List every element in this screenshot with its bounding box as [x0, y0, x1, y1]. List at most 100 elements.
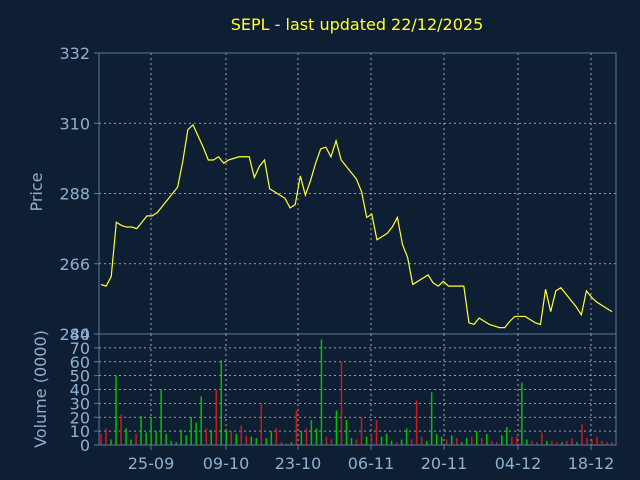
volume-bar	[470, 436, 473, 445]
volume-bar	[571, 438, 573, 445]
volume-bar	[205, 428, 207, 445]
volume-bar	[230, 431, 232, 446]
volume-y-tick-label: 50	[70, 367, 90, 386]
volume-bar	[415, 400, 418, 445]
volume-bar	[460, 442, 463, 445]
volume-y-tick-label: 80	[70, 325, 90, 344]
x-tick-label: 18-12	[568, 454, 615, 473]
volume-bar	[270, 431, 273, 446]
volume-bar	[506, 426, 508, 445]
volume-bar	[496, 442, 498, 445]
price-panel: 244 266 288 310 332 Price	[27, 44, 617, 344]
volume-bar	[350, 438, 353, 445]
volume-bar	[195, 422, 197, 445]
volume-bar	[275, 428, 278, 445]
volume-bar	[405, 428, 408, 445]
x-tick-label: 23-10	[275, 454, 322, 473]
volume-bar	[140, 415, 142, 445]
volume-bar	[285, 443, 288, 445]
volume-bar	[160, 389, 162, 445]
volume-bar	[110, 439, 112, 445]
volume-bar	[450, 435, 453, 445]
volume-bar	[175, 442, 177, 445]
volume-bar	[586, 438, 588, 445]
price-y-tick-labels: 244 266 288 310 332	[59, 44, 99, 344]
volume-gridlines	[99, 334, 616, 445]
volume-bar	[511, 436, 513, 445]
volume-bar	[255, 438, 258, 445]
volume-bar	[265, 438, 268, 445]
volume-bar	[105, 428, 107, 445]
volume-bar	[300, 431, 303, 446]
volume-bar	[576, 442, 578, 445]
price-gridlines	[99, 53, 616, 334]
volume-bar	[551, 440, 553, 445]
volume-bar	[435, 433, 438, 445]
volume-bar	[521, 382, 523, 445]
volume-bar	[325, 436, 328, 445]
volume-bar	[345, 420, 348, 445]
volume-bar	[295, 410, 298, 445]
volume-bar	[365, 436, 368, 445]
volume-axis-label: Volume (0000)	[31, 330, 50, 448]
volume-bar	[120, 414, 122, 445]
volume-bar	[225, 429, 227, 445]
volume-bar	[210, 429, 212, 445]
volume-bar	[310, 420, 313, 445]
volume-bar	[370, 433, 373, 445]
volume-bar	[611, 442, 613, 445]
volume-bar	[375, 420, 378, 445]
volume-bar	[165, 433, 167, 445]
volume-bar	[245, 435, 248, 445]
volume-bar	[596, 436, 598, 445]
volume-y-tick-label: 20	[70, 408, 90, 427]
volume-bar	[430, 392, 433, 445]
volume-bar	[425, 440, 428, 445]
volume-y-tick-label: 0	[80, 436, 90, 455]
price-axis-label: Price	[27, 172, 46, 211]
volume-bar	[390, 440, 393, 445]
volume-bar	[475, 431, 478, 446]
volume-bar	[320, 339, 323, 445]
volume-bar	[566, 440, 568, 445]
volume-bar	[145, 432, 147, 445]
volume-bar	[355, 439, 358, 445]
volume-bar	[305, 428, 308, 445]
volume-bar	[481, 438, 483, 445]
volume-bar	[220, 360, 222, 445]
volume-bar	[380, 436, 383, 445]
volume-bar	[491, 440, 493, 445]
volume-bar	[455, 438, 458, 445]
price-y-tick-label: 332	[59, 44, 90, 63]
volume-bar	[335, 410, 338, 445]
x-axis-tick-labels: 25-09 09-10 23-10 06-11 20-11 04-12 18-12	[128, 445, 615, 473]
volume-bar	[135, 433, 137, 445]
volume-y-tick-label: 70	[70, 339, 90, 358]
volume-bar	[150, 417, 152, 445]
volume-bar	[420, 436, 423, 445]
volume-bar	[501, 435, 503, 445]
volume-bar	[531, 440, 533, 445]
volume-y-tick-label: 40	[70, 381, 90, 400]
volume-bar	[125, 428, 127, 445]
volume-bar	[601, 440, 603, 445]
volume-bar	[445, 439, 448, 445]
volume-bar	[581, 424, 583, 445]
volume-bar	[486, 433, 488, 445]
volume-bar	[250, 436, 253, 445]
volume-bar	[235, 433, 238, 445]
volume-bar	[280, 442, 283, 445]
volume-panel-frame	[98, 333, 617, 446]
volume-bar	[155, 431, 157, 446]
price-series-line	[100, 123, 613, 329]
volume-bar	[260, 403, 263, 446]
volume-bar	[561, 442, 563, 445]
volume-bar	[440, 436, 443, 445]
volume-bar	[240, 425, 243, 445]
volume-bar	[536, 442, 538, 445]
volume-bar	[395, 442, 398, 445]
volume-bar	[180, 429, 182, 445]
